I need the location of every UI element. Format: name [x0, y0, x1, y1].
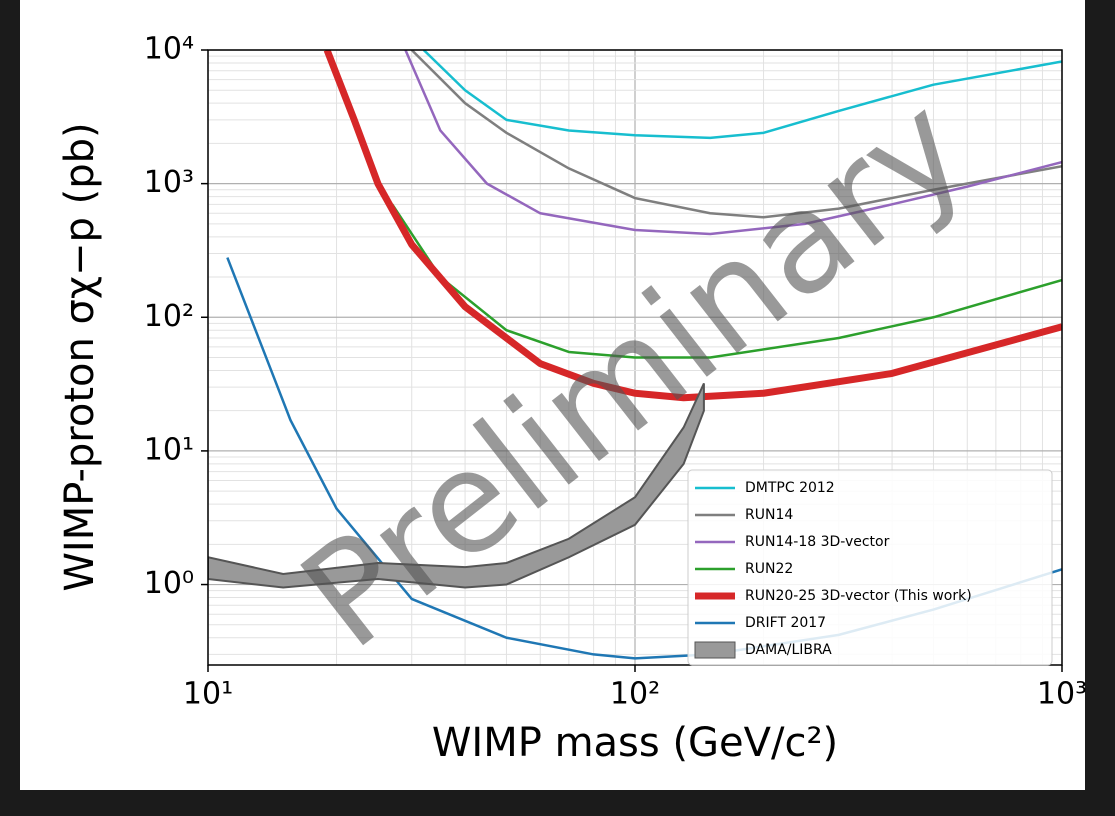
y-axis-label: WIMP-proton σχ−p (pb): [57, 122, 103, 591]
series-line: [391, 203, 1062, 359]
legend-label: RUN22: [745, 561, 793, 577]
series-line: [422, 50, 1062, 140]
x-tick-label: 10¹: [183, 677, 233, 712]
y-tick-label: 10⁰: [144, 566, 194, 601]
legend-box: [687, 469, 1053, 666]
legend-label: RUN14-18 3D-vector: [745, 534, 890, 550]
legend-swatch: [694, 641, 736, 659]
x-tick-label: 10³: [1037, 677, 1087, 712]
y-tick-label: 10²: [144, 299, 194, 334]
axes: 10¹ 10² 10³ 10⁰ 10¹ 10² 10³ 10⁴: [144, 32, 1087, 712]
legend-label: DMTPC 2012: [745, 480, 835, 496]
legend: DMTPC 2012 RUN14 RUN14-18 3D-vector RUN22 RU…: [694, 480, 972, 659]
x-axis-label: WIMP mass (GeV/c²): [432, 720, 838, 766]
legend-label: RUN20-25 3D-vector (This work): [745, 588, 972, 604]
x-tick-label: 10²: [610, 677, 660, 712]
y-tick-label: 10⁴: [144, 32, 194, 67]
legend-label: DRIFT 2017: [745, 615, 826, 631]
y-tick-label: 10³: [144, 165, 194, 200]
series-line: [410, 50, 1062, 219]
series-line: [404, 50, 1062, 236]
y-tick-label: 10¹: [144, 432, 194, 467]
series-line: [323, 50, 1062, 402]
band: [208, 382, 705, 589]
legend-label: RUN14: [745, 507, 793, 523]
legend-label: DAMA/LIBRA: [745, 642, 832, 658]
